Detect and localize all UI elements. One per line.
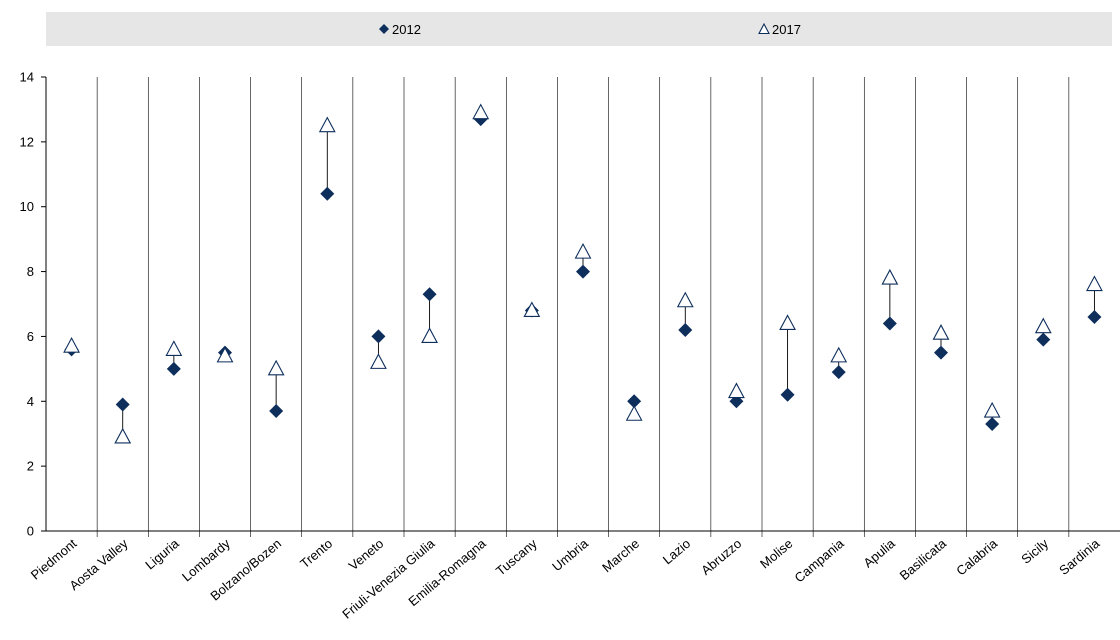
x-tick-label: Veneto xyxy=(346,536,387,574)
point-2017 xyxy=(881,268,899,285)
point-2012 xyxy=(882,316,897,331)
data-points xyxy=(63,103,1103,444)
point-2012 xyxy=(678,322,693,337)
x-tick-label: Apulia xyxy=(860,535,898,570)
y-tick-label: 8 xyxy=(27,264,34,279)
legend-label-2017: 2017 xyxy=(772,22,801,37)
point-2017 xyxy=(830,346,848,363)
legend-label-2012: 2012 xyxy=(392,22,421,37)
point-2017 xyxy=(114,427,132,444)
point-2017 xyxy=(779,314,796,331)
point-2017 xyxy=(370,353,387,369)
point-2017 xyxy=(625,405,643,421)
point-2012 xyxy=(115,397,130,412)
point-2017 xyxy=(932,324,950,340)
point-2017 xyxy=(267,359,285,376)
x-tick-label: Tuscany xyxy=(493,535,540,578)
x-tick-label: Sicily xyxy=(1018,535,1051,566)
x-tick-label: Molise xyxy=(757,536,795,572)
y-axis: 0 2 4 6 8 10 12 14 xyxy=(20,70,47,539)
point-2017 xyxy=(1034,317,1052,334)
point-2017 xyxy=(523,301,541,318)
y-tick-label: 2 xyxy=(27,459,34,474)
x-tick-label: Friuli-Venezia Giulia xyxy=(339,535,438,621)
x-tick-label: Abruzzo xyxy=(698,536,744,578)
point-2017 xyxy=(421,327,438,343)
point-2017 xyxy=(472,103,490,120)
legend-background xyxy=(46,12,1112,46)
legend-marker-2012 xyxy=(379,24,389,34)
point-2012 xyxy=(576,264,590,279)
y-tick-label: 14 xyxy=(20,70,34,85)
x-tick-label: Umbria xyxy=(549,535,591,574)
point-2012 xyxy=(985,416,1000,431)
point-2012 xyxy=(269,404,284,419)
point-2017 xyxy=(63,336,80,353)
point-2012 xyxy=(422,287,437,302)
point-2012 xyxy=(320,186,335,201)
point-2012 xyxy=(1036,332,1051,347)
point-2012 xyxy=(371,329,386,344)
point-2017 xyxy=(983,401,1001,418)
point-2017 xyxy=(574,242,592,259)
point-2012 xyxy=(1087,309,1102,324)
x-tick-label: Basilicata xyxy=(897,535,950,583)
y-tick-label: 6 xyxy=(27,329,34,344)
point-2017 xyxy=(165,340,183,356)
point-2017 xyxy=(1086,275,1103,292)
y-tick-label: 0 xyxy=(27,524,34,539)
point-2012 xyxy=(166,361,181,376)
point-2012 xyxy=(831,365,846,380)
point-2012 xyxy=(934,345,948,360)
point-2017 xyxy=(318,116,336,133)
legend: 2012 2017 xyxy=(379,22,801,37)
x-tick-label: Marche xyxy=(599,536,642,575)
point-2017 xyxy=(728,382,745,399)
x-tick-label: Sardinia xyxy=(1056,535,1103,578)
point-2012 xyxy=(627,394,642,409)
x-tick-label: Calabria xyxy=(953,535,1000,578)
legend-marker-2017 xyxy=(758,22,770,35)
y-tick-label: 4 xyxy=(27,394,34,409)
y-tick-label: 10 xyxy=(20,199,34,214)
point-2012 xyxy=(780,387,795,402)
point-2017 xyxy=(216,346,234,363)
y-tick-label: 12 xyxy=(20,134,34,149)
x-tick-label: Piedmont xyxy=(28,536,80,583)
grid xyxy=(96,77,1070,537)
x-tick-label: Campania xyxy=(792,535,848,585)
point-2017 xyxy=(676,291,694,308)
x-tick-label: Trento xyxy=(297,536,335,571)
x-tick-label: Liguria xyxy=(142,535,182,572)
x-tick-label: Lazio xyxy=(660,536,693,567)
